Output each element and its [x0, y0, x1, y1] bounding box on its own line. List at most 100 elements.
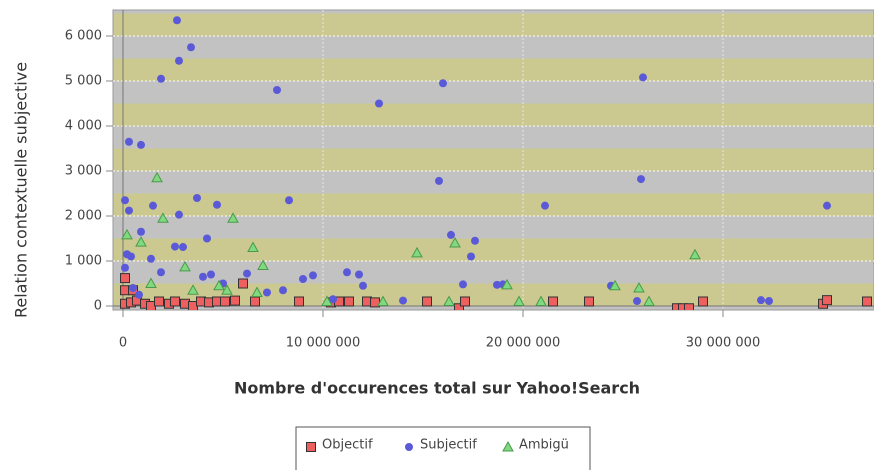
- point: [435, 176, 443, 185]
- point: [193, 194, 201, 203]
- legend: [295, 426, 591, 470]
- legend-marker: [405, 443, 413, 451]
- point: [175, 210, 183, 219]
- point: [643, 295, 655, 306]
- point: [187, 43, 195, 52]
- point: [689, 248, 701, 260]
- point: [609, 279, 621, 291]
- plot-area: [112, 9, 874, 311]
- y-tick-label: 6 000: [65, 29, 102, 44]
- point: [220, 296, 230, 307]
- x-tick-label: 0: [119, 336, 127, 351]
- point: [377, 295, 389, 306]
- point: [684, 303, 694, 310]
- point: [355, 270, 363, 279]
- x-tick-label: 10 000 000: [286, 336, 360, 351]
- point: [213, 200, 221, 209]
- point: [493, 280, 501, 289]
- point: [548, 296, 558, 307]
- point: [121, 228, 133, 240]
- point: [273, 86, 281, 95]
- point: [279, 286, 287, 295]
- point: [329, 295, 337, 304]
- point: [125, 137, 133, 146]
- x-tick-label: 30 000 000: [686, 336, 760, 351]
- legend-label: Subjectif: [420, 438, 477, 453]
- point: [459, 280, 467, 289]
- point: [125, 206, 133, 215]
- point: [285, 196, 293, 205]
- point: [633, 281, 645, 293]
- point: [250, 296, 260, 307]
- point: [154, 296, 164, 307]
- point: [238, 278, 248, 289]
- point: [203, 234, 211, 243]
- legend-marker: [306, 442, 316, 452]
- point: [698, 296, 708, 307]
- point: [443, 295, 455, 306]
- point: [247, 241, 259, 252]
- point: [822, 295, 832, 306]
- point: [187, 284, 199, 295]
- point: [243, 269, 251, 278]
- point: [121, 263, 129, 272]
- point: [411, 246, 423, 258]
- point: [299, 274, 307, 283]
- point: [501, 278, 513, 290]
- point: [120, 273, 130, 284]
- point: [257, 259, 269, 270]
- point: [471, 236, 479, 245]
- y-axis-label: Relation contextuelle subjective: [12, 62, 31, 318]
- point: [227, 212, 239, 223]
- point: [213, 279, 225, 291]
- point: [862, 296, 872, 307]
- point: [639, 73, 647, 82]
- point: [765, 297, 773, 306]
- point: [637, 175, 645, 184]
- point: [157, 74, 165, 83]
- point: [207, 270, 215, 279]
- point: [147, 254, 155, 263]
- point: [422, 296, 432, 307]
- y-tick-label: 4 000: [65, 119, 102, 134]
- point: [513, 295, 525, 306]
- y-tick-label: 5 000: [65, 74, 102, 89]
- point: [179, 260, 191, 272]
- point: [127, 252, 135, 261]
- y-tick-label: 3 000: [65, 164, 102, 179]
- point: [157, 268, 165, 277]
- legend-label: Objectif: [322, 438, 373, 453]
- point: [175, 56, 183, 65]
- point: [170, 296, 180, 307]
- legend-marker: [502, 440, 514, 452]
- point: [823, 201, 831, 210]
- point: [757, 296, 765, 305]
- point: [633, 297, 641, 306]
- point: [135, 236, 147, 247]
- point: [157, 212, 169, 223]
- point: [584, 296, 594, 307]
- point: [321, 295, 333, 306]
- y-tick-label: 1 000: [65, 253, 102, 268]
- x-axis-label: Nombre d'occurences total sur Yahoo!Sear…: [234, 379, 640, 398]
- point: [359, 281, 367, 290]
- point: [399, 296, 407, 305]
- point: [137, 140, 145, 149]
- point: [221, 284, 233, 295]
- point: [151, 171, 163, 183]
- point: [199, 272, 207, 281]
- point: [149, 201, 157, 210]
- point: [263, 288, 271, 297]
- point: [294, 296, 304, 307]
- point: [460, 296, 470, 307]
- point: [343, 268, 351, 277]
- y-tick-label: 2 000: [65, 208, 102, 223]
- point: [375, 99, 383, 108]
- point: [179, 243, 187, 252]
- point: [173, 16, 181, 25]
- y-tick-label: 0: [94, 298, 102, 313]
- point: [541, 201, 549, 210]
- legend-label: Ambigü: [519, 438, 569, 453]
- point: [447, 230, 455, 239]
